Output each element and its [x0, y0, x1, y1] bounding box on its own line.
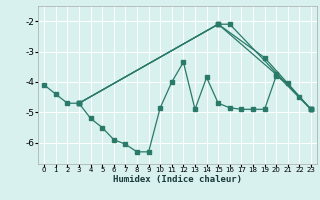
X-axis label: Humidex (Indice chaleur): Humidex (Indice chaleur)	[113, 175, 242, 184]
